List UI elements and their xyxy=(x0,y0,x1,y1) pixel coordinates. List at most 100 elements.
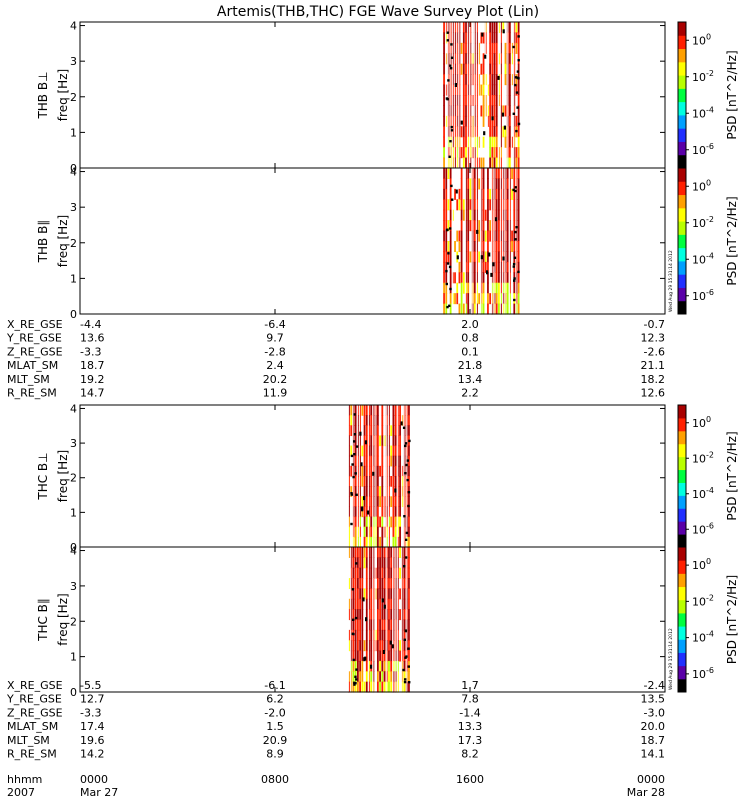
marker-point xyxy=(407,665,410,668)
spectrogram-cell xyxy=(493,63,496,75)
spectrogram-cell xyxy=(399,425,401,437)
colorbar-segment xyxy=(678,508,686,522)
ephemeris-value: 14.1 xyxy=(641,748,666,761)
spectrogram-cell xyxy=(403,629,406,641)
spectrogram-cell xyxy=(363,476,366,487)
spectrogram-cell xyxy=(361,671,364,683)
data-gap-line xyxy=(383,405,385,547)
spectrogram-cell xyxy=(498,272,500,284)
spectrogram-cell xyxy=(392,506,395,518)
ephemeris-table: X_RE_GSE -4.4 -6.4 2.0 -0.7 Y_RE_GSE 13.6 9.7 0.… xyxy=(6,318,665,400)
marker-point xyxy=(483,131,486,136)
ephemeris-value: 13.3 xyxy=(458,720,483,733)
spectrogram-cell xyxy=(365,588,368,600)
spectrogram-cell xyxy=(394,435,397,447)
spectrogram-cell xyxy=(394,415,397,426)
spectrogram-cell xyxy=(467,178,470,190)
spectrogram-cell xyxy=(443,63,445,75)
spectrogram-cell xyxy=(408,588,410,600)
data-gap-line xyxy=(456,22,458,168)
spectrogram-cell xyxy=(517,272,520,284)
spectrogram-cell xyxy=(354,567,357,579)
ephemeris-value: -3.3 xyxy=(80,706,101,719)
marker-point xyxy=(449,227,452,230)
spectrogram-cell xyxy=(478,230,481,242)
spectrogram-cell xyxy=(392,425,395,437)
ephemeris-row-name: R_RE_SM xyxy=(7,748,57,761)
marker-point xyxy=(353,453,356,456)
spectrogram-cell xyxy=(491,126,494,138)
spectrogram-cell xyxy=(467,230,470,242)
spectrogram-cell xyxy=(365,536,368,548)
spectrogram-cell xyxy=(392,455,395,467)
spectrogram-cell xyxy=(365,516,368,528)
spectrogram-cell xyxy=(365,415,368,426)
spectrogram-cell xyxy=(390,455,393,467)
spectrogram-cell xyxy=(443,53,445,65)
date-year: 2007 xyxy=(7,786,35,799)
colorbar-segment xyxy=(678,181,686,196)
spectrogram-cell xyxy=(517,241,520,253)
spectrogram-cell xyxy=(408,465,410,477)
marker-point xyxy=(364,656,367,661)
spectrogram-panel: 0 1 2 3 4 THB B⊥ freq [Hz] 10-6 10-4 10-2 100 PSD [… xyxy=(36,20,739,175)
colorbar-tick-exponent: -6 xyxy=(706,142,714,151)
spectrogram-cell xyxy=(390,629,393,641)
marker-point xyxy=(404,444,407,448)
ephemeris-value: -6.1 xyxy=(264,679,285,692)
marker-point xyxy=(361,507,364,512)
spectrogram-cell xyxy=(357,660,359,672)
spectrogram-cell xyxy=(408,567,410,579)
spectrogram-cell xyxy=(388,609,390,621)
spectrogram-cell xyxy=(445,272,448,284)
spectrogram-cell xyxy=(354,578,357,590)
y-tick-label: 3 xyxy=(70,55,77,68)
spectrogram-cell xyxy=(493,105,496,117)
spectrogram-cell xyxy=(363,516,366,528)
spectrogram-cell xyxy=(376,681,379,693)
marker-point xyxy=(514,76,517,79)
spectrogram-cell xyxy=(467,282,470,294)
spectrogram-cell xyxy=(394,405,397,416)
spectrogram-cell xyxy=(460,261,463,273)
spectrogram-cell xyxy=(482,178,485,190)
spectrogram-cell xyxy=(467,293,470,305)
spectrogram-cell xyxy=(354,486,357,497)
spectrogram-cell xyxy=(495,209,498,221)
spectrogram-cell xyxy=(350,405,353,416)
spectrogram-cell xyxy=(381,650,384,662)
x-tick-label: 0000 xyxy=(637,773,665,786)
spectrogram-cell xyxy=(480,157,483,169)
spectrogram-cell xyxy=(465,126,467,138)
spectrogram-cell xyxy=(482,209,485,221)
spectrogram-cell xyxy=(370,465,373,477)
spectrogram-cell xyxy=(379,660,381,672)
data-gap-line xyxy=(471,22,473,168)
spectrogram-cell xyxy=(352,547,355,558)
spectrogram-cell xyxy=(392,496,395,508)
ephemeris-value: -6.4 xyxy=(264,318,285,331)
spectrogram-cell xyxy=(509,63,511,75)
spectrogram-cell xyxy=(462,22,465,34)
spectrogram-cell xyxy=(381,405,384,416)
spectrogram-cell xyxy=(465,22,467,34)
spectrogram-cell xyxy=(491,147,494,159)
ephemeris-value: 17.3 xyxy=(458,734,483,747)
marker-point xyxy=(513,277,516,280)
marker-point xyxy=(448,304,451,307)
spectrogram-cell xyxy=(357,619,359,631)
spectrogram-cell xyxy=(408,506,410,518)
spectrogram-cell xyxy=(370,547,373,558)
spectrogram-cell xyxy=(495,53,498,65)
spectrogram-cell xyxy=(383,578,386,590)
spectrogram-cell xyxy=(388,650,390,662)
data-gap-line xyxy=(447,22,449,168)
colorbar-segment xyxy=(678,495,686,509)
data-gap-line xyxy=(500,168,502,314)
marker-point xyxy=(450,125,453,129)
panel-background xyxy=(80,22,665,168)
panel-label: THC B∥ xyxy=(36,598,50,642)
colorbar-segment xyxy=(678,599,686,614)
spectrogram-cell xyxy=(498,178,500,190)
marker-point xyxy=(353,433,356,436)
